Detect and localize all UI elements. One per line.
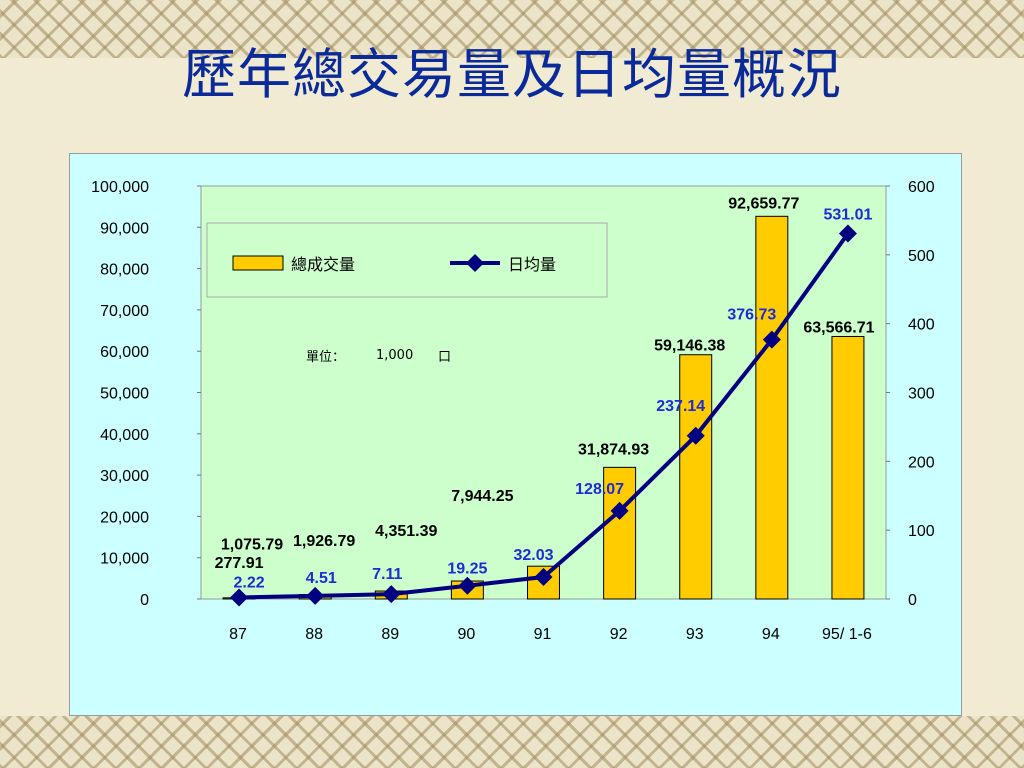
left-axis-tick-label: 60,000 — [100, 344, 149, 361]
line-point-marker — [762, 330, 781, 349]
combo-chart: 0 10,000 20,000 30,000 40,000 50,000 60,000 70,… — [91, 179, 935, 643]
bar-total-volume — [679, 354, 713, 600]
left-axis-tick-label: 70,000 — [100, 303, 149, 320]
line-value-label: 7.11 — [372, 566, 402, 583]
unit-note-label: 單位： — [306, 350, 345, 365]
x-axis-tick-label: 93 — [686, 626, 704, 643]
line-point-marker — [230, 588, 249, 607]
bar-value-label: 92,659.77 — [728, 195, 799, 212]
x-axis-tick-label: 91 — [534, 626, 552, 643]
line-point-marker — [610, 501, 629, 520]
unit-note-value: 1,000 — [376, 348, 413, 363]
left-axis-tick-label: 30,000 — [100, 468, 149, 485]
legend-bar-swatch — [232, 255, 284, 271]
left-axis-tick-label: 20,000 — [100, 509, 149, 526]
bar-value-label: 277.91 — [215, 555, 264, 572]
bar-value-label: 63,566.71 — [803, 319, 874, 336]
bar-value-label: 31,874.93 — [578, 441, 649, 458]
left-axis-tick-label: 10,000 — [100, 551, 149, 568]
left-axis-tick-label: 90,000 — [100, 220, 149, 237]
legend-line-label: 日均量 — [508, 255, 556, 274]
decorative-bottom-border — [0, 716, 1024, 768]
x-axis-tick-label: 95/ 1-6 — [822, 626, 872, 643]
legend-line-marker — [466, 254, 484, 272]
line-value-label: 32.03 — [513, 547, 553, 564]
slide-title: 歷年總交易量及日均量概況 — [182, 43, 842, 106]
line-value-label: 128.07 — [575, 481, 624, 498]
bar-value-label: 7,944.25 — [451, 488, 513, 505]
line-value-label: 376.73 — [727, 307, 776, 324]
line-point-marker — [306, 586, 325, 605]
left-axis-tick-label: 50,000 — [100, 386, 149, 403]
bar-total-volume — [755, 215, 789, 600]
line-value-label: 2.22 — [233, 574, 264, 591]
right-axis-tick-label: 500 — [908, 248, 935, 265]
left-axis-tick-label: 0 — [140, 592, 149, 609]
decorative-top-border — [0, 0, 1024, 58]
line-value-label: 4.51 — [306, 570, 337, 587]
x-axis-tick-label: 94 — [762, 626, 780, 643]
bar-value-label: 4,351.39 — [375, 523, 437, 540]
line-point-marker — [838, 224, 857, 243]
right-axis-tick-label: 200 — [908, 454, 935, 471]
line-point-marker — [686, 426, 705, 445]
right-axis-tick-label: 400 — [908, 317, 935, 334]
line-point-marker — [458, 576, 477, 595]
right-axis-tick-label: 300 — [908, 386, 935, 403]
bar-value-label: 59,146.38 — [654, 338, 725, 355]
line-value-label: 531.01 — [823, 206, 872, 223]
left-axis-tick-label: 80,000 — [100, 262, 149, 279]
bar-value-label: 1,926.79 — [293, 533, 355, 550]
right-axis-tick-label: 0 — [908, 592, 917, 609]
right-axis-tick-label: 100 — [908, 523, 935, 540]
unit-note-unit: 口 — [438, 350, 451, 365]
line-point-marker — [382, 585, 401, 604]
line-value-label: 19.25 — [447, 561, 487, 578]
x-axis-tick-label: 90 — [457, 626, 475, 643]
chart-panel: 0 10,000 20,000 30,000 40,000 50,000 60,000 70,… — [69, 153, 962, 716]
legend-bar-label: 總成交量 — [291, 255, 355, 274]
line-point-marker — [534, 567, 553, 586]
line-value-label: 237.14 — [656, 398, 705, 415]
bar-value-label: 1,075.79 — [221, 537, 283, 554]
x-axis-tick-label: 89 — [381, 626, 399, 643]
x-axis-tick-label: 88 — [305, 626, 323, 643]
x-axis-tick-label: 87 — [229, 626, 247, 643]
left-axis-tick-label: 40,000 — [100, 427, 149, 444]
bar-total-volume — [603, 466, 637, 600]
right-axis-tick-label: 600 — [908, 179, 935, 196]
x-axis-tick-label: 92 — [610, 626, 628, 643]
bar-total-volume — [831, 335, 865, 600]
left-axis-tick-label: 100,000 — [91, 179, 149, 196]
